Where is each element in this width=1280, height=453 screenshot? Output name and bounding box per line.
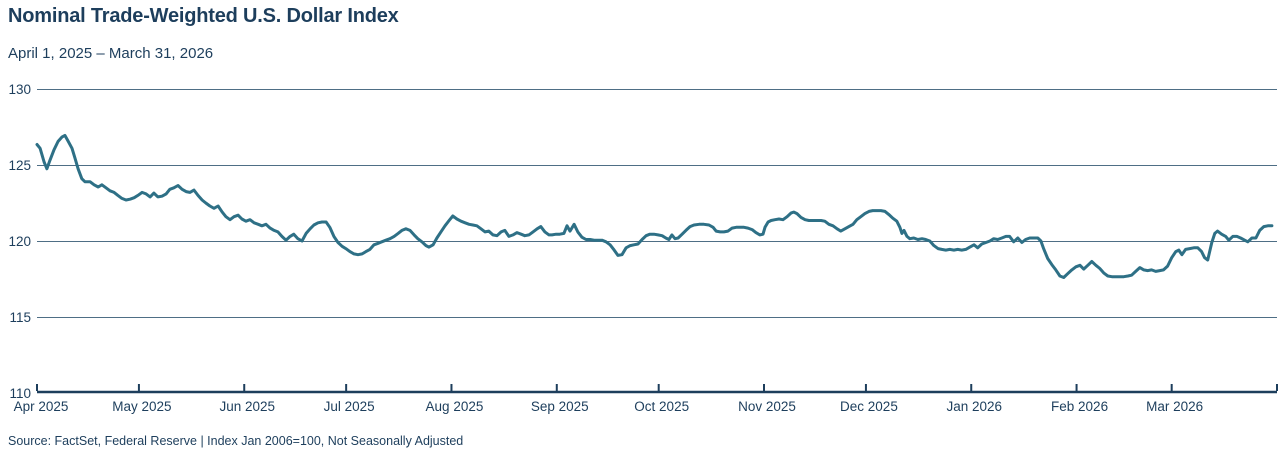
x-tick-label: Mar 2026 (1146, 399, 1203, 414)
y-tick-label: 130 (8, 82, 31, 97)
x-tick-label: Aug 2025 (426, 399, 484, 414)
y-tick-label: 110 (9, 386, 31, 401)
y-tick-label: 125 (8, 158, 31, 173)
x-tick-label: May 2025 (112, 399, 171, 414)
chart-subtitle: April 1, 2025 – March 31, 2026 (8, 45, 214, 62)
x-tick-label: Sep 2025 (531, 399, 589, 414)
x-tick-label: Nov 2025 (738, 399, 796, 414)
source-note: Source: FactSet, Federal Reserve | Index… (8, 434, 464, 448)
x-tick-label: Jan 2026 (946, 399, 1002, 414)
y-tick-label: 120 (8, 234, 31, 249)
x-tick-label: Apr 2025 (14, 399, 69, 414)
index-series-line (35, 133, 1274, 279)
chart-title: Nominal Trade-Weighted U.S. Dollar Index (8, 5, 399, 27)
x-tick-label: Feb 2026 (1051, 399, 1108, 414)
y-tick-label: 115 (9, 310, 31, 325)
x-tick-label: Dec 2025 (840, 399, 898, 414)
x-tick-label: Jun 2025 (219, 399, 275, 414)
x-tick-label: Jul 2025 (324, 399, 375, 414)
x-tick-label: Oct 2025 (634, 399, 689, 414)
